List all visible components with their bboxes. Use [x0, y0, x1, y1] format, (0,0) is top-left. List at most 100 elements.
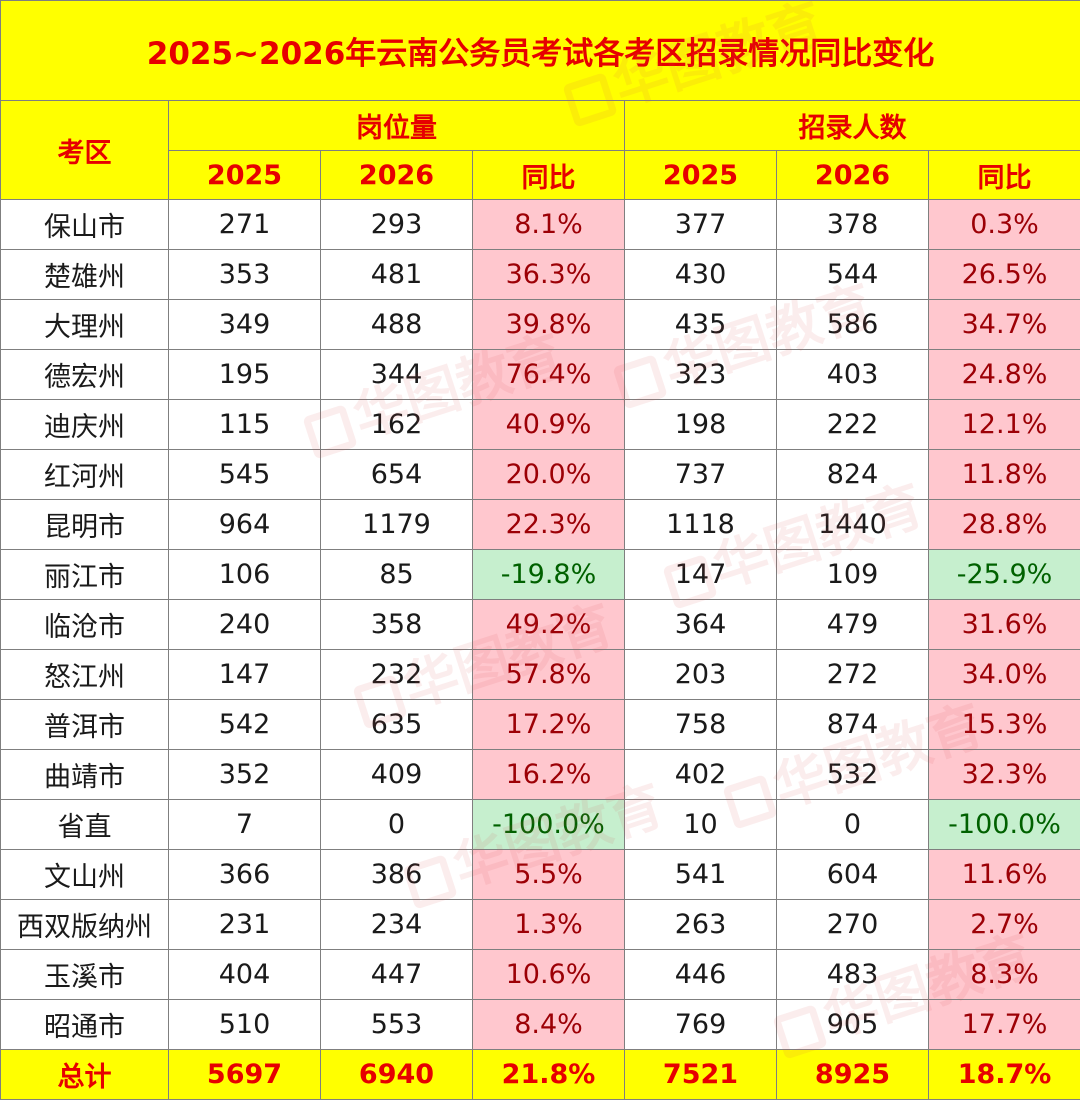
- area-cell: 玉溪市: [0, 949, 169, 1000]
- table-row: 迪庆州 115 162 40.9% 198 222 12.1%: [0, 399, 1080, 450]
- recruits-2026-cell: 403: [776, 349, 929, 400]
- recruits-yoy-cell: 28.8%: [927, 499, 1080, 550]
- positions-2026-cell: 234: [320, 899, 473, 950]
- area-cell: 昭通市: [0, 999, 169, 1050]
- recruits-2026-cell: 824: [776, 449, 929, 500]
- recruits-2025-cell: 769: [624, 999, 777, 1050]
- table-row: 红河州 545 654 20.0% 737 824 11.8%: [0, 449, 1080, 500]
- area-cell: 红河州: [0, 449, 169, 500]
- positions-2026-cell: 447: [320, 949, 473, 1000]
- positions-2025-cell: 195: [168, 349, 321, 400]
- area-cell: 大理州: [0, 299, 169, 350]
- table-row: 德宏州 195 344 76.4% 323 403 24.8%: [0, 349, 1080, 400]
- positions-2025-cell: 404: [168, 949, 321, 1000]
- area-cell: 楚雄州: [0, 249, 169, 300]
- header-positions-group: 岗位量: [168, 100, 625, 151]
- recruits-2026-cell: 532: [776, 749, 929, 800]
- recruits-yoy-cell: 0.3%: [927, 199, 1080, 250]
- recruits-2026-cell: 483: [776, 949, 929, 1000]
- table-row: 曲靖市 352 409 16.2% 402 532 32.3%: [0, 749, 1080, 800]
- recruits-yoy-cell: 2.7%: [927, 899, 1080, 950]
- positions-2026-cell: 232: [320, 649, 473, 700]
- recruits-2026-cell: 905: [776, 999, 929, 1050]
- recruits-yoy-cell: 15.3%: [927, 699, 1080, 750]
- area-cell: 曲靖市: [0, 749, 169, 800]
- area-cell: 西双版纳州: [0, 899, 169, 950]
- table-row: 怒江州 147 232 57.8% 203 272 34.0%: [0, 649, 1080, 700]
- total-positions-yoy: 21.8%: [472, 1049, 625, 1100]
- total-recruits-yoy: 18.7%: [927, 1049, 1080, 1100]
- positions-yoy-cell: 39.8%: [472, 299, 625, 350]
- recruits-2026-cell: 0: [776, 799, 929, 850]
- positions-2025-cell: 147: [168, 649, 321, 700]
- recruits-2025-cell: 402: [624, 749, 777, 800]
- recruits-2026-cell: 272: [776, 649, 929, 700]
- recruits-2026-cell: 270: [776, 899, 929, 950]
- recruits-2025-cell: 377: [624, 199, 777, 250]
- positions-yoy-cell: 16.2%: [472, 749, 625, 800]
- recruits-2025-cell: 10: [624, 799, 777, 850]
- table-row: 省直 7 0 -100.0% 10 0 -100.0%: [0, 799, 1080, 850]
- positions-2026-cell: 358: [320, 599, 473, 650]
- recruits-yoy-cell: 11.6%: [927, 849, 1080, 900]
- positions-2026-cell: 409: [320, 749, 473, 800]
- area-cell: 德宏州: [0, 349, 169, 400]
- recruits-2026-cell: 604: [776, 849, 929, 900]
- table-row: 楚雄州 353 481 36.3% 430 544 26.5%: [0, 249, 1080, 300]
- positions-2025-cell: 115: [168, 399, 321, 450]
- table-title: 2025~2026年云南公务员考试各考区招录情况同比变化: [0, 0, 1080, 101]
- positions-yoy-cell: 10.6%: [472, 949, 625, 1000]
- recruits-2026-cell: 874: [776, 699, 929, 750]
- recruits-2026-cell: 586: [776, 299, 929, 350]
- recruits-yoy-cell: 24.8%: [927, 349, 1080, 400]
- table-row: 保山市 271 293 8.1% 377 378 0.3%: [0, 199, 1080, 250]
- recruits-2026-cell: 1440: [776, 499, 929, 550]
- recruits-2025-cell: 446: [624, 949, 777, 1000]
- positions-2025-cell: 545: [168, 449, 321, 500]
- positions-2026-cell: 481: [320, 249, 473, 300]
- positions-2025-cell: 964: [168, 499, 321, 550]
- recruits-yoy-cell: 17.7%: [927, 999, 1080, 1050]
- table-row: 普洱市 542 635 17.2% 758 874 15.3%: [0, 699, 1080, 750]
- table-body: 保山市 271 293 8.1% 377 378 0.3% 楚雄州 353 481 36.3% 43…: [0, 199, 1080, 1050]
- recruits-yoy-cell: 12.1%: [927, 399, 1080, 450]
- recruits-2025-cell: 758: [624, 699, 777, 750]
- recruits-2025-cell: 1118: [624, 499, 777, 550]
- table-row: 昆明市 964 1179 22.3% 1118 1440 28.8%: [0, 499, 1080, 550]
- area-cell: 临沧市: [0, 599, 169, 650]
- table-row: 西双版纳州 231 234 1.3% 263 270 2.7%: [0, 899, 1080, 950]
- area-cell: 迪庆州: [0, 399, 169, 450]
- total-positions-2026: 6940: [320, 1049, 473, 1100]
- positions-2026-cell: 0: [320, 799, 473, 850]
- positions-yoy-cell: -100.0%: [472, 799, 625, 850]
- positions-2025-cell: 271: [168, 199, 321, 250]
- recruits-2025-cell: 737: [624, 449, 777, 500]
- positions-yoy-cell: 49.2%: [472, 599, 625, 650]
- positions-2025-cell: 542: [168, 699, 321, 750]
- recruits-yoy-cell: 34.7%: [927, 299, 1080, 350]
- positions-yoy-cell: 40.9%: [472, 399, 625, 450]
- positions-2025-cell: 240: [168, 599, 321, 650]
- recruits-2025-cell: 541: [624, 849, 777, 900]
- recruits-2025-cell: 323: [624, 349, 777, 400]
- positions-yoy-cell: 57.8%: [472, 649, 625, 700]
- positions-2025-cell: 231: [168, 899, 321, 950]
- positions-2025-cell: 349: [168, 299, 321, 350]
- recruits-yoy-cell: -100.0%: [927, 799, 1080, 850]
- positions-2026-cell: 1179: [320, 499, 473, 550]
- positions-2026-cell: 344: [320, 349, 473, 400]
- positions-yoy-cell: 8.1%: [472, 199, 625, 250]
- recruits-2026-cell: 479: [776, 599, 929, 650]
- recruits-yoy-cell: 11.8%: [927, 449, 1080, 500]
- positions-yoy-cell: 17.2%: [472, 699, 625, 750]
- table-row: 丽江市 106 85 -19.8% 147 109 -25.9%: [0, 549, 1080, 600]
- positions-yoy-cell: 5.5%: [472, 849, 625, 900]
- header-area: 考区: [0, 100, 169, 200]
- area-cell: 丽江市: [0, 549, 169, 600]
- recruits-2026-cell: 222: [776, 399, 929, 450]
- positions-yoy-cell: -19.8%: [472, 549, 625, 600]
- area-cell: 省直: [0, 799, 169, 850]
- area-cell: 保山市: [0, 199, 169, 250]
- header-recruits-group: 招录人数: [623, 100, 1080, 151]
